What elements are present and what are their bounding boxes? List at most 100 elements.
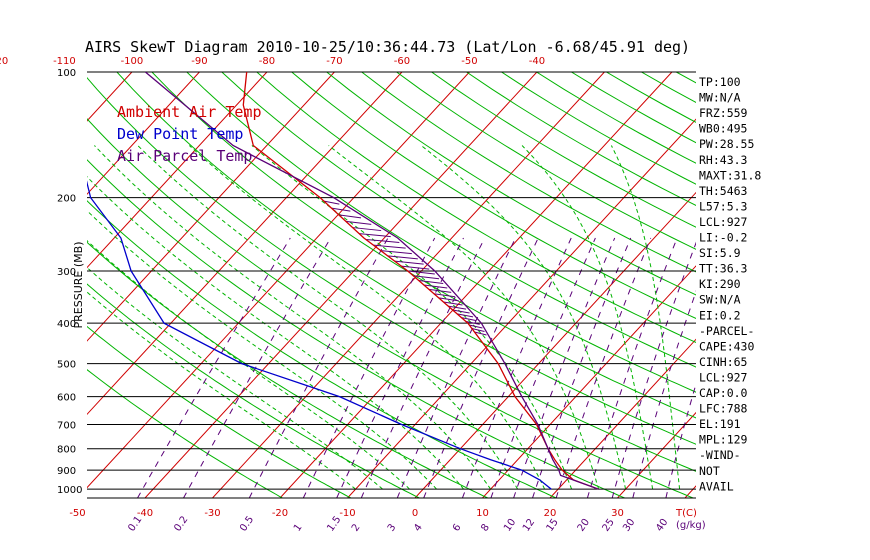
- isotherm-line: [549, 338, 696, 498]
- stat-line: CINH:65: [699, 355, 747, 369]
- cape-hatch-line: [469, 324, 483, 329]
- cape-hatch-line: [423, 284, 448, 289]
- bottom-temp-tick-label: -40: [137, 508, 153, 519]
- cape-hatch-line: [373, 244, 406, 249]
- dry-adiabat-line: [116, 72, 696, 445]
- isotherm-line: [482, 265, 696, 498]
- cape-hatch-line: [448, 305, 467, 310]
- mixing-ratio-tick-label: 2: [350, 522, 363, 534]
- axis-labels: 1002003004005006007008009001000-120-110-…: [0, 56, 706, 534]
- grid-lines: [87, 72, 870, 498]
- cape-hatch-line: [401, 265, 430, 270]
- pressure-tick-label: 800: [57, 445, 76, 456]
- isotherm-line: [87, 72, 268, 269]
- top-temp-tick-label: -100: [121, 56, 144, 67]
- dry-adiabat-line: [291, 72, 696, 320]
- bottom-temp-tick-label: 10: [476, 508, 489, 519]
- isotherm-line: [87, 72, 200, 195]
- top-temp-tick-label: -80: [259, 56, 275, 67]
- top-temp-tick-label: -110: [53, 56, 76, 67]
- isotherm-line: [753, 72, 870, 498]
- mixing-ratio-tick-label: 1: [292, 522, 305, 534]
- bottom-temp-tick-label: 30: [611, 508, 624, 519]
- dry-adiabat-line: [361, 72, 696, 273]
- isotherm-line: [212, 72, 605, 498]
- dry-adiabat-line: [87, 369, 283, 498]
- cape-hatch-line: [461, 317, 477, 322]
- mixing-ratio-tick-label: 10: [502, 517, 518, 534]
- dry-adiabat-line: [87, 159, 625, 498]
- isotherm-line: [820, 72, 870, 498]
- isotherm-line: [414, 191, 696, 498]
- profile-lines: [87, 72, 599, 490]
- moist-adiabat-line: [87, 291, 356, 490]
- stat-line: SW:N/A: [699, 293, 741, 307]
- moist-adiabat-line: [251, 145, 573, 490]
- mixing-ratio-tick-label: 6: [451, 522, 464, 534]
- stat-line: LCL:927: [699, 370, 748, 384]
- mixing-ratio-line: [461, 237, 572, 498]
- dry-adiabat-line: [87, 200, 557, 498]
- cape-hatch-line: [465, 320, 480, 325]
- stat-line: CAP:0.0: [699, 386, 748, 400]
- temp-profile-line: [242, 72, 599, 490]
- isotherm-line: [87, 72, 133, 122]
- dry-adiabat-line: [431, 72, 696, 228]
- moist-adiabat-line: [94, 145, 492, 490]
- mixing-ratio-tick-label: 15: [545, 517, 561, 534]
- mixing-ratio-tick-label: 25: [601, 517, 617, 534]
- mixing-ratio-tick-label: 0.5: [238, 514, 256, 533]
- cape-hatch-line: [418, 279, 444, 284]
- stat-line: LCL:927: [699, 215, 748, 229]
- stat-line: L57:5.3: [699, 199, 748, 213]
- cape-hatch-line: [365, 238, 400, 243]
- cape-hatch-line: [443, 301, 463, 306]
- dry-adiabat-line: [466, 72, 696, 207]
- mixing-ratio-line: [532, 237, 632, 498]
- mixing-ratio-line: [665, 382, 696, 498]
- pressure-tick-label: 400: [57, 319, 76, 330]
- moist-adiabat-line: [521, 145, 654, 490]
- dry-adiabat-line: [87, 325, 352, 498]
- cape-hatch: [323, 200, 487, 336]
- legend-entry: Ambient Air Temp: [117, 103, 262, 121]
- pressure-tick-label: 900: [57, 466, 76, 477]
- chart-title: AIRS SkewT Diagram 2010-10-25/10:36:44.7…: [85, 38, 690, 56]
- dry-adiabat-line: [326, 72, 696, 296]
- dry-adiabat-line: [151, 72, 696, 419]
- mixing-ratio-line: [423, 237, 539, 498]
- stat-line: EI:0.2: [699, 308, 741, 322]
- mixing-ratio-line: [611, 241, 696, 498]
- stat-line: PW:28.55: [699, 137, 754, 151]
- mixing-ratio-line: [137, 237, 291, 498]
- mixing-ratio-tick-label: 0.2: [172, 514, 190, 533]
- parcel-profile-line: [144, 72, 599, 490]
- dry-adiabat-line: [87, 241, 489, 498]
- bottom-temp-tick-label: -20: [272, 508, 288, 519]
- dry-adiabat-line: [87, 283, 420, 498]
- mixing-ratio-line: [555, 237, 652, 498]
- isobar-lines: [87, 71, 696, 499]
- pressure-tick-label: 300: [57, 267, 76, 278]
- cape-hatch-line: [413, 275, 440, 280]
- stat-line: AVAIL: [699, 479, 734, 493]
- mixing-ratio-tick-label: 30: [621, 517, 637, 534]
- stat-line: MAXT:31.8: [699, 168, 761, 182]
- cape-hatch-line: [457, 313, 474, 318]
- mixing-ratio-line: [632, 290, 696, 498]
- top-temp-tick-label: -120: [0, 56, 8, 67]
- dry-adiabat-line: [396, 72, 696, 250]
- pressure-tick-label: 1000: [57, 485, 82, 496]
- cape-hatch-line: [387, 255, 418, 260]
- moist-adiabat-line: [328, 145, 600, 490]
- mixing-ratio-line: [396, 237, 516, 498]
- cape-hatch-line: [352, 227, 382, 232]
- stat-line: LFC:788: [699, 402, 748, 416]
- stat-line: CAPE:430: [699, 339, 754, 353]
- pressure-tick-label: 200: [57, 194, 76, 205]
- bottom-temp-tick-label: -10: [339, 508, 355, 519]
- cape-hatch-line: [474, 331, 487, 336]
- cape-hatch-line: [438, 297, 459, 302]
- mixing-ratio-line: [513, 237, 616, 498]
